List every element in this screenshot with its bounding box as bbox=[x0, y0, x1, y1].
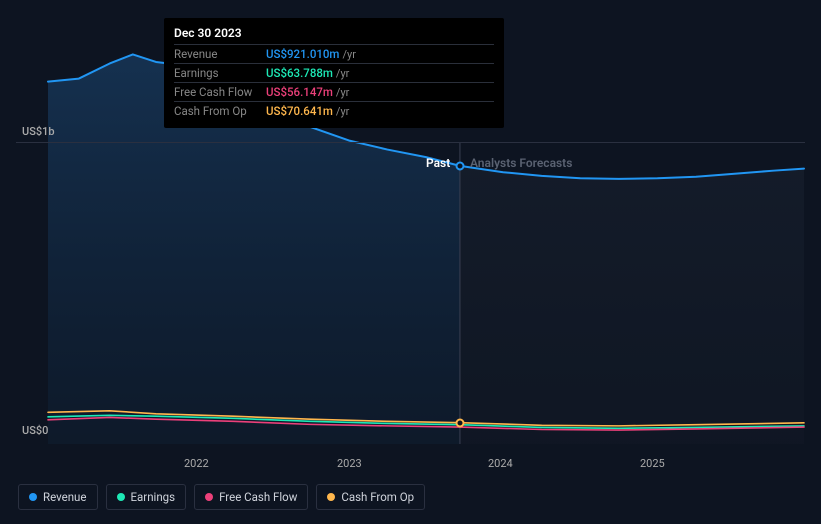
legend-dot-icon bbox=[327, 493, 335, 501]
tooltip-unit: /yr bbox=[342, 48, 355, 61]
tooltip-value: US$56.147m bbox=[266, 85, 333, 99]
tooltip-label: Revenue bbox=[174, 47, 266, 61]
tooltip-label: Free Cash Flow bbox=[174, 85, 266, 99]
past-label: Past bbox=[426, 156, 450, 170]
tooltip-row: EarningsUS$63.788m/yr bbox=[174, 63, 494, 82]
tooltip-unit: /yr bbox=[336, 67, 349, 80]
legend-dot-icon bbox=[117, 493, 125, 501]
tooltip-row: RevenueUS$921.010m/yr bbox=[174, 44, 494, 63]
legend-label: Free Cash Flow bbox=[219, 490, 297, 504]
legend-item[interactable]: Earnings bbox=[106, 484, 187, 510]
tooltip-value: US$70.641m bbox=[266, 104, 333, 118]
x-axis-label: 2024 bbox=[488, 457, 513, 470]
legend-dot-icon bbox=[205, 493, 213, 501]
legend-label: Revenue bbox=[43, 490, 87, 504]
chart-marker bbox=[455, 161, 464, 170]
x-axis-label: 2025 bbox=[640, 457, 665, 470]
tooltip-unit: /yr bbox=[336, 105, 349, 118]
x-axis-label: 2022 bbox=[184, 457, 209, 470]
legend-item[interactable]: Free Cash Flow bbox=[194, 484, 308, 510]
tooltip-value: US$63.788m bbox=[266, 66, 333, 80]
chart-legend: Revenue Earnings Free Cash Flow Cash From O… bbox=[18, 484, 425, 510]
tooltip-label: Earnings bbox=[174, 66, 266, 80]
tooltip-row: Cash From OpUS$70.641m/yr bbox=[174, 101, 494, 120]
forecast-label: Analysts Forecasts bbox=[470, 156, 572, 170]
tooltip-date: Dec 30 2023 bbox=[174, 26, 494, 40]
chart-top-gridline bbox=[16, 142, 805, 143]
legend-item[interactable]: Cash From Op bbox=[316, 484, 425, 510]
y-axis-label: US$1b bbox=[22, 125, 55, 138]
tooltip-unit: /yr bbox=[336, 86, 349, 99]
legend-label: Earnings bbox=[131, 490, 176, 504]
y-axis-label: US$0 bbox=[22, 424, 48, 437]
chart-tooltip: Dec 30 2023 RevenueUS$921.010m/yrEarning… bbox=[164, 18, 504, 128]
legend-dot-icon bbox=[29, 493, 37, 501]
legend-item[interactable]: Revenue bbox=[18, 484, 98, 510]
tooltip-label: Cash From Op bbox=[174, 104, 266, 118]
x-axis-label: 2023 bbox=[337, 457, 362, 470]
tooltip-row: Free Cash FlowUS$56.147m/yr bbox=[174, 82, 494, 101]
legend-label: Cash From Op bbox=[341, 490, 414, 504]
chart-marker bbox=[455, 418, 464, 427]
tooltip-value: US$921.010m bbox=[266, 47, 339, 61]
